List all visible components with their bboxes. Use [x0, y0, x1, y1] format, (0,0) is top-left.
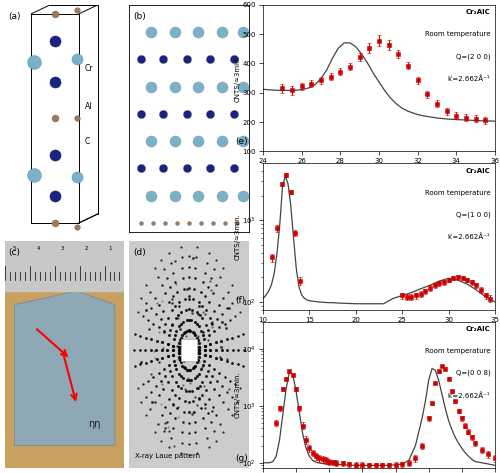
- Text: Q=(2 0 0): Q=(2 0 0): [456, 53, 490, 60]
- Text: kⁱ=2.662Å⁻¹: kⁱ=2.662Å⁻¹: [448, 234, 490, 240]
- Text: C: C: [85, 137, 90, 146]
- Y-axis label: CNTS/≈3min.: CNTS/≈3min.: [235, 55, 241, 102]
- Y-axis label: CNTS/≈3min.: CNTS/≈3min.: [235, 213, 241, 260]
- Text: (e): (e): [235, 137, 248, 146]
- Text: X-ray Laue pattern: X-ray Laue pattern: [135, 453, 200, 459]
- Text: (g): (g): [235, 454, 248, 463]
- Text: (d): (d): [133, 248, 145, 257]
- Text: Q=(0 0 8): Q=(0 0 8): [456, 370, 490, 377]
- Text: (c): (c): [8, 248, 20, 257]
- Text: Al: Al: [85, 103, 92, 112]
- Text: Q=(1 0 0): Q=(1 0 0): [456, 211, 490, 218]
- Text: Room temperature: Room temperature: [424, 190, 490, 195]
- Text: (a): (a): [8, 11, 21, 20]
- Text: (f): (f): [235, 296, 246, 305]
- Text: kⁱ=2.662Å⁻¹: kⁱ=2.662Å⁻¹: [448, 392, 490, 399]
- Text: (b): (b): [133, 11, 145, 20]
- Text: Cr₂AlC: Cr₂AlC: [466, 326, 490, 332]
- Text: Cr₂AlC: Cr₂AlC: [466, 167, 490, 174]
- Y-axis label: CNTS/≈3min.: CNTS/≈3min.: [235, 371, 241, 418]
- Text: Cr: Cr: [85, 64, 94, 73]
- Text: 5: 5: [13, 246, 16, 251]
- Text: 4: 4: [36, 246, 40, 251]
- Text: Room temperature: Room temperature: [424, 31, 490, 37]
- Text: 3: 3: [60, 246, 64, 251]
- Text: ηη: ηη: [88, 420, 101, 429]
- Text: 2: 2: [84, 246, 88, 251]
- Text: Room temperature: Room temperature: [424, 348, 490, 354]
- Bar: [180, 339, 198, 361]
- Text: kⁱ=2.662Å⁻¹: kⁱ=2.662Å⁻¹: [448, 75, 490, 82]
- Polygon shape: [14, 291, 115, 446]
- Bar: [5, 241, 124, 291]
- Text: 1: 1: [108, 246, 112, 251]
- Text: Cr₂AlC: Cr₂AlC: [466, 9, 490, 15]
